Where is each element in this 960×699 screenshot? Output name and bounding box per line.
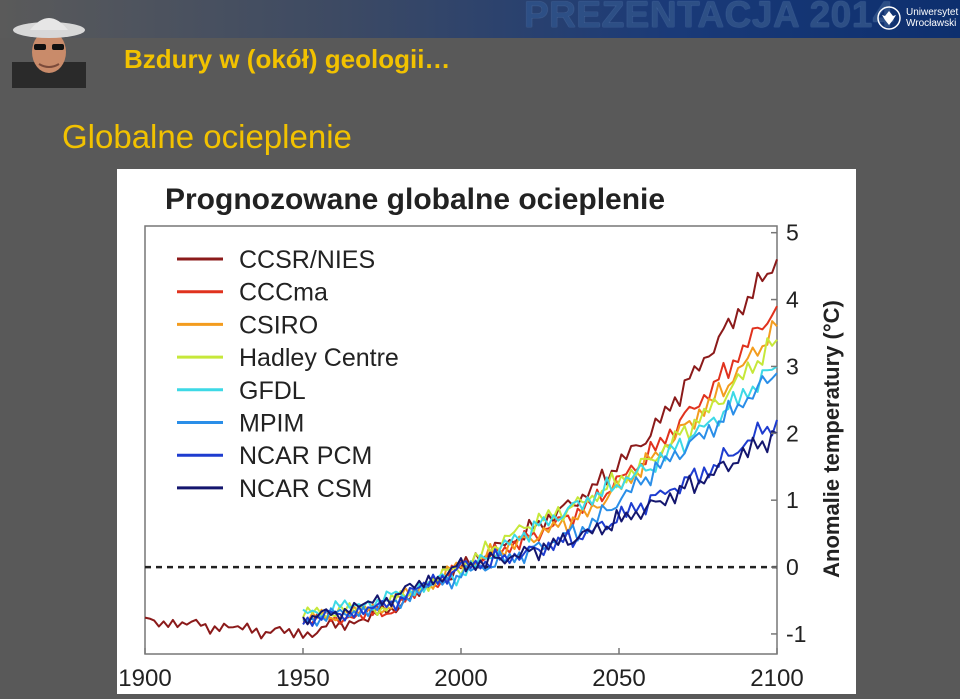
series-line-ncar-pcm: [302, 419, 778, 627]
warming-chart: Prognozowane globalne ocieplenie CCSR/NI…: [118, 183, 844, 692]
legend-label: MPIM: [239, 410, 304, 438]
series-line-mpim: [302, 372, 778, 627]
y-tick-label: 2: [786, 420, 799, 446]
y-tick-label: -1: [786, 621, 806, 647]
series-line-ncar-csm: [302, 430, 778, 626]
y-tick-label: 3: [786, 353, 799, 379]
slide-heading: Globalne ocieplenie: [62, 118, 352, 155]
legend-label: NCAR PCM: [239, 442, 372, 470]
presentation-subtitle: Bzdury w (okół) geologii…: [124, 44, 451, 74]
chart-title: Prognozowane globalne ocieplenie: [165, 183, 665, 216]
presentation-label: PREZENTACJA 2014: [524, 0, 894, 35]
y-tick-label: 5: [786, 220, 799, 246]
legend-label: Hadley Centre: [239, 344, 399, 372]
top-banner: [0, 0, 960, 38]
legend-label: CCSR/NIES: [239, 246, 375, 274]
legend-label: NCAR CSM: [239, 475, 372, 503]
y-tick-label: 0: [786, 554, 799, 580]
avatar-icon: [12, 18, 86, 88]
y-tick-label: 4: [786, 287, 799, 313]
chart-container: Prognozowane globalne ocieplenie CCSR/NI…: [117, 169, 856, 694]
x-tick-label: 2000: [434, 665, 487, 692]
legend-label: CSIRO: [239, 311, 318, 339]
x-tick-label: 1950: [276, 665, 329, 692]
legend-label: CCCma: [239, 279, 328, 307]
x-tick-label: 2050: [592, 665, 645, 692]
y-axis-label: Anomalie temperatury (°C): [819, 300, 844, 578]
x-tick-label: 2100: [750, 665, 803, 692]
series-line-hadley-centre: [302, 337, 778, 618]
series-line-gfdl: [302, 365, 778, 619]
university-logo: Uniwersytet Wrocławski: [877, 6, 958, 30]
y-tick-label: 1: [786, 487, 799, 513]
x-tick-label: 1900: [118, 665, 171, 692]
university-name-line1: Uniwersytet: [906, 7, 959, 18]
university-eagle-emblem-icon: [877, 6, 901, 30]
legend-label: GFDL: [239, 377, 306, 405]
university-name-line2: Wrocławski: [906, 18, 957, 29]
